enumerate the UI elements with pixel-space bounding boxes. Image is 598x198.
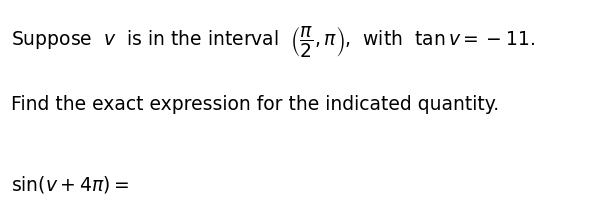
Text: $\sin(v + 4\pi) =$: $\sin(v + 4\pi) =$	[11, 174, 129, 195]
Text: Suppose  $v$  is in the interval  $\left(\dfrac{\pi}{2},\pi\right)$,  with  $\ta: Suppose $v$ is in the interval $\left(\d…	[11, 24, 535, 59]
Text: Find the exact expression for the indicated quantity.: Find the exact expression for the indica…	[11, 95, 499, 114]
